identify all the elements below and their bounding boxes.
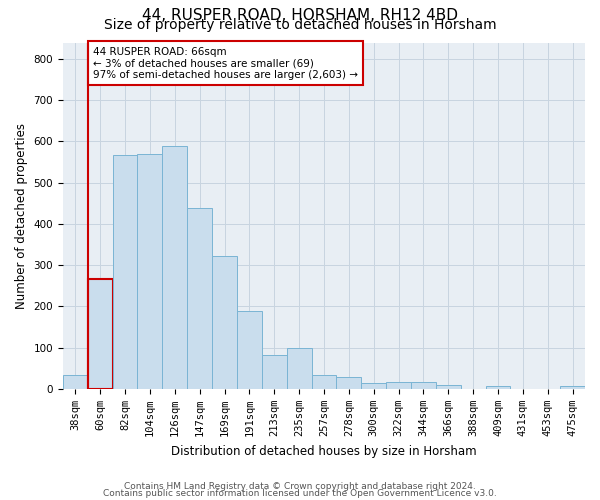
Bar [63, 374, 88, 389]
Text: Size of property relative to detached houses in Horsham: Size of property relative to detached ho… [104, 18, 496, 32]
Bar [287, 348, 311, 389]
Text: Contains HM Land Registry data © Crown copyright and database right 2024.: Contains HM Land Registry data © Crown c… [124, 482, 476, 491]
Bar [163, 146, 187, 389]
Bar [337, 376, 361, 389]
Text: 44 RUSPER ROAD: 66sqm
← 3% of detached houses are smaller (69)
97% of semi-detac: 44 RUSPER ROAD: 66sqm ← 3% of detached h… [93, 46, 358, 80]
Bar [311, 374, 337, 389]
Bar [436, 385, 461, 389]
Bar [187, 208, 212, 389]
Y-axis label: Number of detached properties: Number of detached properties [15, 122, 28, 308]
Bar [411, 382, 436, 389]
Bar [212, 256, 237, 389]
Bar [361, 383, 386, 389]
Bar [386, 382, 411, 389]
Bar [485, 386, 511, 389]
Bar [88, 279, 113, 389]
Bar [237, 312, 262, 389]
Bar [262, 354, 287, 389]
X-axis label: Distribution of detached houses by size in Horsham: Distribution of detached houses by size … [171, 444, 477, 458]
Bar [560, 386, 585, 389]
Text: 44, RUSPER ROAD, HORSHAM, RH12 4BD: 44, RUSPER ROAD, HORSHAM, RH12 4BD [142, 8, 458, 22]
Text: Contains public sector information licensed under the Open Government Licence v3: Contains public sector information licen… [103, 489, 497, 498]
Bar [113, 154, 137, 389]
Bar [137, 154, 163, 389]
